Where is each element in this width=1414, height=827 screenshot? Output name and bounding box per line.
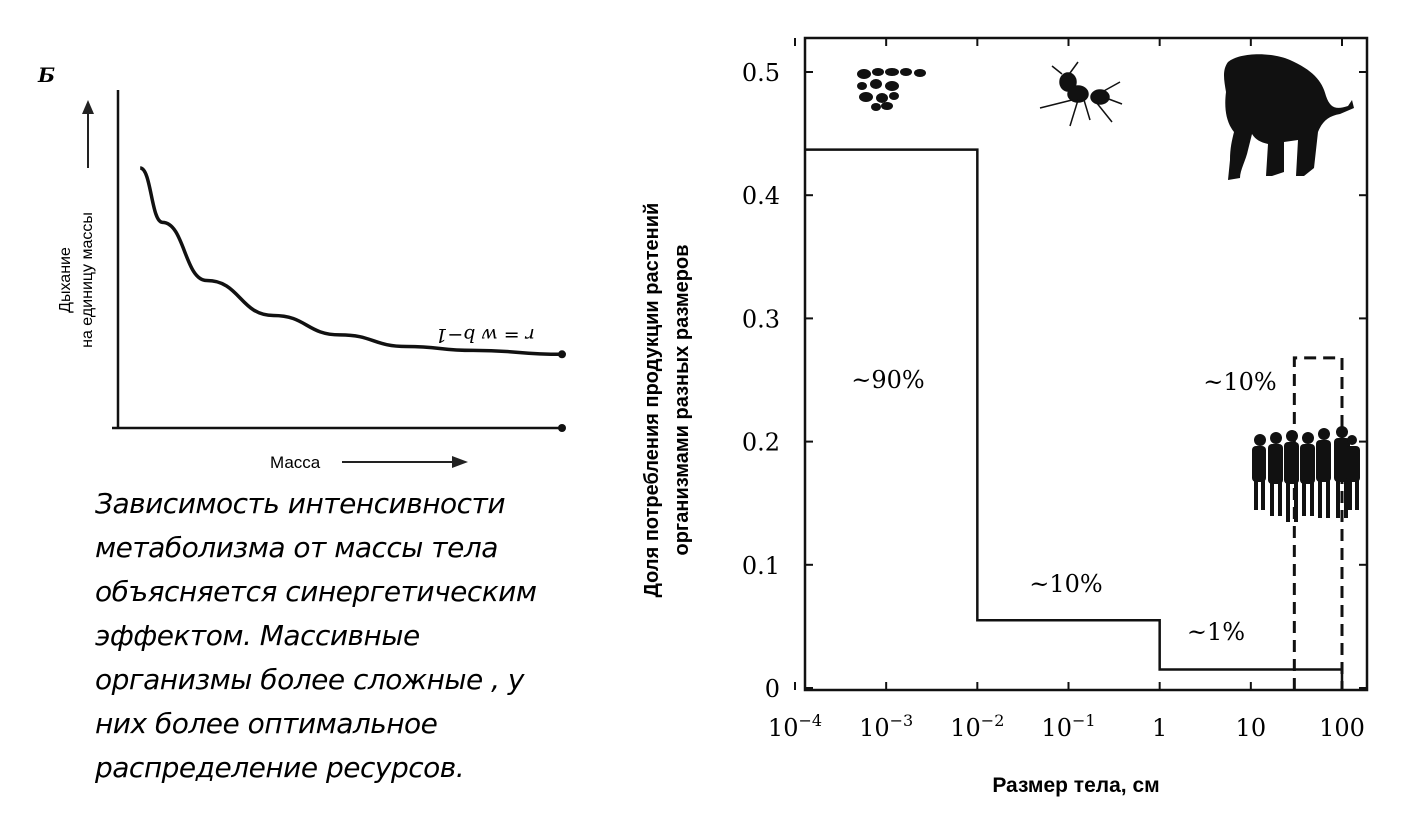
x-tick-label: 1 [1152, 714, 1167, 742]
x-tick-label: 10−3 [859, 711, 913, 742]
y-axis-title: Доля потребления продукции растений орган… [641, 203, 693, 598]
y-axis-title-line: Доля потребления продукции растений [641, 203, 663, 598]
caption-line: них более оптимальное [95, 707, 438, 740]
y-axis-label: Дыхание на единицу массы [57, 212, 96, 348]
y-tick-label: 0.5 [742, 59, 780, 87]
y-tick-label: 0.1 [742, 552, 780, 580]
y-axis-label-line-2: на единицу массы [79, 212, 96, 348]
curve-end-dot [558, 350, 566, 359]
metabolism-curve [139, 166, 563, 357]
caption: Зависимость интенсивности метаболизма от … [95, 482, 615, 790]
y-tick-label: 0.4 [742, 182, 780, 210]
y-axis-title-line: организмами разных размеров [671, 244, 693, 555]
people-group-icon [1252, 426, 1360, 522]
caption-line: организмы более сложные , у [95, 663, 525, 696]
x-tick-label: 10−2 [950, 711, 1004, 742]
plot-frame [803, 36, 1369, 692]
x-axis-label: Размер тела, см [992, 774, 1159, 797]
step-labels: ~90% ~10% ~1% ~10% [851, 366, 1276, 646]
panel-letter: Б [37, 63, 55, 87]
step-percent-label: ~90% [851, 366, 924, 394]
x-axis-arrow [342, 456, 468, 468]
caption-line: объясняется синергетическим [95, 575, 537, 608]
x-tick-label: 10−1 [1041, 711, 1095, 742]
x-axis-ticks: 10−4 10−3 10−2 10−1 1 10 100 [768, 38, 1365, 742]
step-percent-label: ~10% [1203, 368, 1276, 396]
x-tick-label: 10−4 [768, 711, 822, 742]
dashed-step-line [1292, 356, 1344, 690]
curve-label: r = w b−1 [435, 324, 535, 346]
y-axis-arrow [82, 100, 94, 168]
y-tick-label: 0 [765, 675, 780, 703]
x-tick-label: 10 [1236, 714, 1267, 742]
y-tick-label: 0.2 [742, 429, 780, 457]
caption-line: метаболизма от массы тела [95, 531, 498, 564]
step-percent-label: ~1% [1187, 618, 1245, 646]
elephant-icon [1224, 54, 1354, 180]
x-tick-label: 100 [1319, 714, 1365, 742]
consumption-share-chart: Доля потребления продукции растений орган… [641, 36, 1369, 797]
caption-line: распределение ресурсов. [95, 751, 465, 784]
x-axis-label: Масса [270, 453, 321, 472]
microbes-icon [857, 68, 926, 111]
metabolism-chart: Б Дыхание на единицу массы r = w b−1 Мас… [37, 63, 566, 472]
step-series [805, 148, 1344, 690]
caption-line: эффектом. Массивные [95, 619, 420, 652]
caption-line: Зависимость интенсивности [95, 487, 506, 520]
solid-step-line [805, 148, 1344, 690]
y-axis-ticks: 0 0.1 0.2 0.3 0.4 0.5 [742, 59, 1367, 703]
ant-icon [1039, 61, 1123, 127]
step-percent-label: ~10% [1029, 570, 1102, 598]
y-axis-label-line-1: Дыхание [57, 247, 74, 313]
y-tick-label: 0.3 [742, 305, 780, 333]
x-axis-end-dot [558, 424, 566, 432]
